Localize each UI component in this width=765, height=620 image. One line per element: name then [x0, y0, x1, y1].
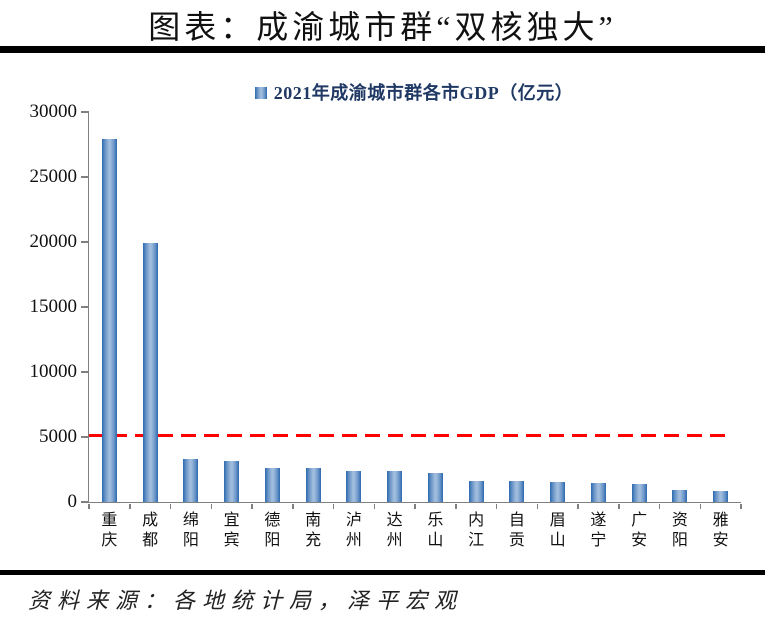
- x-axis-label: 乐山: [427, 512, 444, 549]
- y-axis-tick: [81, 306, 89, 308]
- legend-label: 2021年成渝城市群各市GDP（亿元）: [273, 83, 574, 103]
- bar: [550, 481, 566, 502]
- x-axis-tick: [618, 503, 620, 509]
- x-axis-label: 遂宁: [590, 512, 607, 549]
- bar: [468, 481, 484, 502]
- x-axis-tick: [740, 503, 742, 509]
- x-axis-tick: [536, 503, 538, 509]
- bar: [142, 243, 158, 502]
- top-rule: [0, 46, 765, 53]
- x-axis-label: 绵阳: [182, 512, 199, 549]
- bar: [672, 489, 688, 502]
- x-axis-label: 眉山: [549, 512, 566, 549]
- bar: [509, 481, 525, 502]
- bar: [387, 471, 403, 502]
- x-axis-label: 成都: [142, 512, 159, 549]
- bar: [713, 490, 729, 502]
- bar: [631, 483, 647, 502]
- x-axis-tick: [292, 503, 294, 509]
- y-axis-label: 15000: [29, 296, 78, 317]
- y-axis-tick: [81, 176, 89, 178]
- bar: [264, 467, 280, 502]
- x-axis-tick: [414, 503, 416, 509]
- bar: [101, 139, 117, 502]
- x-axis-tick: [251, 503, 253, 509]
- x-axis-tick: [332, 503, 335, 509]
- x-axis-tick: [88, 503, 90, 509]
- x-axis-label: 内江: [468, 512, 485, 549]
- y-axis-label: 25000: [29, 166, 78, 187]
- x-axis-label: 重庆: [101, 512, 118, 549]
- x-axis-tick: [210, 503, 212, 509]
- legend: 2021年成渝城市群各市GDP（亿元）: [88, 80, 740, 104]
- figure-title: 图表：成渝城市群“双核独大”: [148, 9, 617, 45]
- x-axis-label: 自贡: [508, 512, 525, 549]
- x-axis-label: 泸州: [345, 512, 362, 549]
- y-axis-tick: [81, 371, 89, 373]
- x-axis-tick: [373, 503, 375, 509]
- y-axis-tick: [81, 241, 89, 243]
- y-axis-tick: [81, 111, 89, 113]
- bar: [427, 473, 443, 502]
- x-axis-tick: [129, 503, 131, 509]
- bar: [590, 482, 606, 502]
- y-axis-label: 0: [67, 491, 78, 512]
- bar: [346, 470, 362, 502]
- x-axis-tick: [455, 503, 457, 509]
- source-note: 资料来源：各地统计局，泽平宏观: [28, 588, 464, 613]
- x-axis-tick: [577, 503, 579, 509]
- bar: [305, 468, 321, 502]
- reference-line: [89, 433, 729, 437]
- x-axis-label: 德阳: [264, 512, 281, 549]
- x-axis-label: 资阳: [671, 512, 688, 549]
- bar: [183, 458, 199, 502]
- y-axis-label: 5000: [39, 426, 77, 447]
- plot-area: 0 5000 10000 15000 20000 25000 30000 重庆 成都 绵阳 宜宾 德阳…: [30, 101, 742, 549]
- x-axis-label: 宜宾: [223, 512, 240, 549]
- bar: [224, 461, 240, 502]
- y-axis-tick: [81, 436, 89, 438]
- x-axis-label: 雅安: [712, 512, 729, 549]
- y-axis-label: 30000: [29, 101, 78, 122]
- y-axis-tick: [81, 501, 89, 503]
- x-axis-label: 广安: [631, 512, 648, 549]
- legend-marker-icon: [254, 86, 267, 99]
- x-axis-tick: [495, 503, 498, 509]
- bottom-rule: [0, 570, 765, 575]
- x-axis-tick: [658, 503, 661, 509]
- x-axis-label: 达州: [386, 512, 403, 549]
- x-axis-tick: [169, 503, 172, 509]
- y-axis-label: 10000: [29, 361, 78, 382]
- x-axis-label: 南充: [305, 512, 322, 549]
- y-axis-label: 20000: [29, 231, 78, 252]
- x-axis-tick: [699, 503, 701, 509]
